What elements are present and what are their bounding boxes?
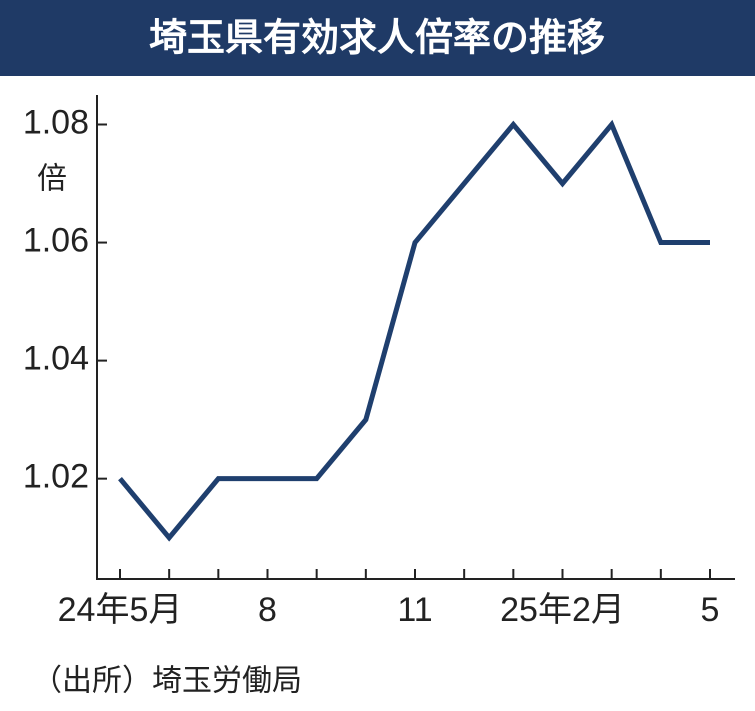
y-tick-label: 1.08 — [23, 103, 89, 141]
y-tick-label: 1.02 — [23, 458, 89, 496]
source-note: （出所）埼玉労働局 — [32, 664, 302, 699]
x-tick-label: 8 — [258, 591, 277, 629]
x-tick-label: 11 — [397, 591, 432, 629]
x-tick-label: 5 — [701, 591, 720, 629]
y-tick-label: 1.04 — [23, 340, 89, 378]
x-tick-label: 25年2月 — [500, 591, 625, 629]
unit-label: 倍 — [37, 162, 67, 197]
x-tick-label: 24年5月 — [58, 591, 183, 629]
y-tick-label: 1.06 — [23, 222, 89, 260]
chart-title: 埼玉県有効求人倍率の推移 — [149, 16, 605, 60]
title-banner — [0, 0, 755, 76]
data-line — [118, 119, 710, 542]
